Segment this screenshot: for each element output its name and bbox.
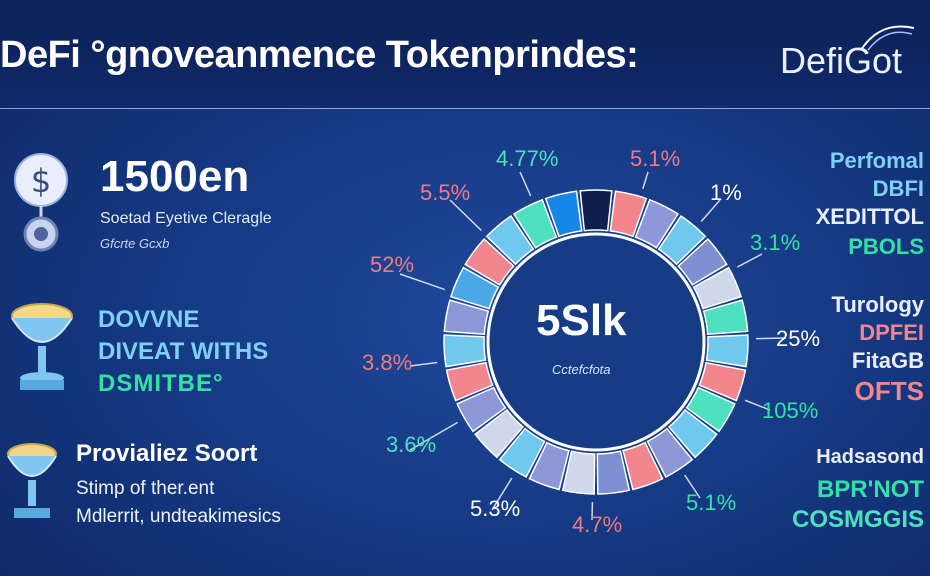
right-text-1d: PBOLS: [848, 234, 924, 259]
leader-line: [519, 171, 532, 197]
donut-segment: [456, 386, 507, 433]
donut-segment: [445, 361, 494, 402]
pct-label: 5.1%: [630, 146, 681, 171]
donut-segment: [512, 198, 558, 249]
donut-segment: [464, 237, 515, 286]
donut-segment: [449, 266, 500, 310]
donut-segment: [609, 190, 648, 238]
svg-text:$: $: [31, 162, 51, 200]
right-text-2a: Turology: [831, 292, 924, 317]
blue-heading-1: DOVVNE: [98, 306, 200, 333]
leader-line: [409, 421, 459, 451]
donut-segment: [485, 214, 535, 266]
donut-segment: [646, 427, 694, 479]
leader-line: [409, 361, 438, 367]
leader-line: [700, 199, 721, 222]
green-heading: DSMITBE°: [98, 370, 224, 397]
leader-line: [737, 253, 763, 268]
donut-segment: [544, 190, 583, 238]
leader-line: [491, 477, 513, 511]
donut-segment: [474, 408, 525, 459]
pct-label: 52%: [370, 252, 415, 277]
stat-value: 1500en: [100, 152, 250, 201]
leader-line: [755, 337, 787, 340]
pct-label: 4.77%: [496, 146, 559, 171]
leader-line: [684, 474, 701, 499]
donut-segment: [657, 214, 707, 266]
donut-segment: [443, 334, 487, 368]
donut-segment: [622, 441, 664, 491]
stat-note: Gfcrte Gcxb: [100, 236, 170, 251]
coin-cup-icon: [11, 303, 73, 390]
white-heading: Provialiez Soort: [76, 440, 258, 467]
coin-bag-icon: $: [14, 153, 68, 252]
donut-segment: [596, 450, 631, 495]
white-line-2: Mdlerrit, undteakimesics: [76, 506, 281, 527]
pct-label: 5.3%: [470, 496, 521, 521]
right-text-3c: COSMGGIS: [791, 506, 924, 533]
pct-label: 105%: [762, 398, 819, 423]
right-text-3a: Hadsasond: [816, 446, 924, 468]
pct-label: 5.5%: [420, 180, 471, 205]
right-text-2d: OFTS: [854, 376, 924, 406]
pct-label: 3.8%: [362, 350, 413, 375]
right-text-2b: DPFEI: [859, 320, 924, 345]
pct-label: 25%: [776, 326, 821, 351]
donut-segment: [698, 361, 747, 402]
logo-swoosh-icon: [860, 25, 915, 51]
pct-label: 5.1%: [686, 490, 737, 515]
donut-segment: [443, 299, 490, 335]
right-text-1a: Perfomal: [829, 148, 924, 173]
donut-segment: [677, 237, 728, 286]
right-text-1b: DBFI: [872, 176, 924, 201]
stat-subtitle: Soetad Eyetive Cleragle: [100, 210, 272, 227]
leader-line: [642, 171, 649, 190]
blue-heading-2: DIVEAT WITHS: [98, 338, 269, 365]
header-bar: DeFi °gnoveanmence Tokenprindes: DefiGot: [0, 0, 930, 109]
white-line-1: Stimp of ther.ent: [76, 478, 215, 499]
donut-segment: [667, 408, 718, 459]
donut-segment: [561, 450, 596, 495]
donut-segment: [498, 427, 546, 479]
right-text-3b: BPR'NOT: [816, 476, 924, 503]
brand-logo: DefiGot: [779, 40, 902, 81]
leader-line: [449, 199, 482, 231]
chart-center-subtitle: Cctefcfota: [552, 362, 611, 377]
pct-label: 3.6%: [386, 432, 437, 457]
right-text-2c: FitaGB: [851, 348, 924, 373]
page-title: DeFi °gnoveanmence Tokenprindes:: [0, 34, 639, 76]
chart-center-value: 5Slk: [536, 296, 627, 345]
donut-hole: [486, 232, 706, 452]
coin-goblet-icon: [7, 443, 57, 518]
donut-segment: [692, 266, 743, 310]
donut-segment: [528, 441, 570, 491]
leader-line: [399, 273, 446, 291]
donut-segment: [634, 198, 680, 249]
pct-label: 4.7%: [572, 512, 623, 537]
donut-segment: [579, 189, 613, 232]
donut-segment: [685, 386, 736, 433]
right-text-1c: XEDITTOL: [815, 204, 924, 229]
leader-line: [744, 399, 771, 411]
donut-segment: [702, 299, 749, 335]
pct-label: 3.1%: [750, 230, 801, 255]
donut-segment: [705, 334, 749, 368]
pct-label: 1%: [710, 180, 742, 205]
